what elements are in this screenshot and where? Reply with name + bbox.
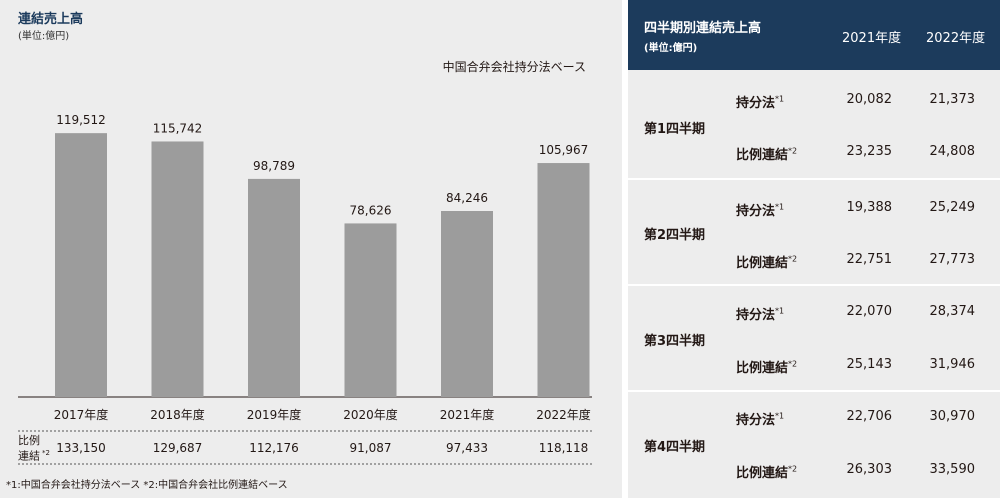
proportional-row-label: 比例 連結 *2 [18, 434, 50, 463]
value-2022: 25,249 [929, 200, 976, 215]
value-2022: 28,374 [929, 304, 976, 319]
method-label: 持分法*1 [736, 200, 784, 219]
value-2021: 22,706 [846, 409, 893, 424]
method-label: 比例連結*2 [736, 357, 797, 376]
method-label: 持分法*1 [736, 92, 784, 111]
bar-value-label: 84,246 [446, 191, 488, 205]
method-label-text: 持分法 [736, 413, 776, 428]
quarter-block-1: 第1四半期 持分法*1 20,082 21,373 比例連結*2 23,235 … [628, 72, 1000, 177]
method-sup: *1 [775, 202, 785, 212]
quarter-label: 第1四半期 [644, 122, 706, 137]
method-label: 比例連結*2 [736, 252, 797, 271]
value-2021: 19,388 [846, 200, 893, 215]
quarter-block-3: 第3四半期 持分法*1 22,070 28,374 比例連結*2 25,143 … [628, 286, 1000, 389]
proportional-value: 129,687 [153, 441, 203, 455]
chart-panel: 連結売上高 (単位:億円) 中国合弁会社持分法ベース 119,512 115,74… [0, 0, 622, 498]
quarter-label: 第4四半期 [644, 440, 706, 455]
chart-unit: (単位:億円) [18, 31, 70, 42]
method-label: 持分法*1 [736, 304, 784, 323]
quarter-label: 第2四半期 [644, 228, 706, 243]
bar [441, 211, 493, 397]
method-sup: *2 [788, 146, 798, 156]
value-2022: 30,970 [929, 409, 976, 424]
value-2021: 20,082 [846, 92, 893, 107]
value-2021: 22,070 [846, 304, 893, 319]
quarter-block-2: 第2四半期 持分法*1 19,388 25,249 比例連結*2 22,751 … [628, 180, 1000, 283]
row-separator [628, 284, 1000, 286]
x-tick-label: 2017年度 [54, 407, 109, 422]
bar-value-label: 115,742 [153, 121, 203, 135]
method-label: 持分法*1 [736, 409, 784, 428]
bar-value-label: 119,512 [56, 113, 106, 127]
method-label-text: 比例連結 [736, 256, 789, 271]
quarterly-table: 四半期別連結売上高 (単位:億円) 2021年度 2022年度 第1四半期 持分… [628, 0, 1000, 498]
method-label-text: 比例連結 [736, 148, 789, 163]
proportional-value: 97,433 [446, 441, 488, 455]
row-separator [628, 390, 1000, 392]
x-tick-label: 2022年度 [536, 407, 591, 422]
x-tick-label: 2018年度 [150, 407, 205, 422]
method-label-text: 持分法 [736, 308, 776, 323]
x-tick-label: 2020年度 [343, 407, 398, 422]
method-label: 比例連結*2 [736, 462, 797, 481]
bar-value-label: 78,626 [350, 203, 392, 217]
proportional-value: 133,150 [56, 441, 106, 455]
value-2022: 27,773 [929, 252, 976, 267]
method-label-text: 持分法 [736, 204, 776, 219]
bar [344, 223, 397, 397]
proportional-value: 112,176 [249, 441, 299, 455]
bar [537, 163, 590, 397]
method-sup: *2 [788, 254, 798, 264]
method-label-text: 比例連結 [736, 361, 789, 376]
proportional-label-line1: 比例 [18, 434, 40, 447]
proportional-value: 91,087 [350, 441, 392, 455]
value-2022: 33,590 [929, 462, 976, 477]
row-separator [628, 178, 1000, 180]
x-tick-label: 2021年度 [440, 407, 495, 422]
chart-title: 連結売上高 [18, 12, 84, 27]
method-sup: *1 [775, 94, 785, 104]
table-unit: (単位:億円) [644, 43, 698, 54]
value-2022: 21,373 [929, 92, 976, 107]
proportional-label-line2: 連結 *2 [18, 447, 50, 463]
bar [151, 141, 204, 397]
table-header: 四半期別連結売上高 (単位:億円) 2021年度 2022年度 [628, 0, 1000, 70]
value-2021: 26,303 [846, 462, 893, 477]
bar [248, 178, 300, 397]
value-2021: 22,751 [846, 252, 893, 267]
footnote: *1:中国合弁会社持分法ベース *2:中国合弁会社比例連結ベース [6, 480, 288, 491]
method-sup: *2 [788, 464, 798, 474]
table-title: 四半期別連結売上高 [644, 21, 762, 36]
method-label-text: 持分法 [736, 96, 776, 111]
proportional-label-sup: *2 [42, 449, 50, 457]
year-header-2021: 2021年度 [842, 31, 902, 46]
value-2022: 31,946 [929, 357, 976, 372]
quarter-label: 第3四半期 [644, 334, 706, 349]
method-sup: *1 [775, 411, 785, 421]
value-2021: 23,235 [846, 144, 893, 159]
x-tick-label: 2019年度 [247, 407, 302, 422]
proportional-label-line2-text: 連結 [18, 449, 40, 463]
value-2022: 24,808 [929, 144, 976, 159]
year-header-2022: 2022年度 [926, 31, 986, 46]
quarter-block-4: 第4四半期 持分法*1 22,706 30,970 比例連結*2 26,303 … [628, 392, 1000, 498]
method-sup: *2 [788, 359, 798, 369]
bar [55, 133, 107, 397]
method-label-text: 比例連結 [736, 466, 789, 481]
chart-basis-note: 中国合弁会社持分法ベース [442, 60, 586, 74]
value-2021: 25,143 [846, 357, 893, 372]
bar-value-label: 105,967 [539, 143, 589, 157]
bar-value-label: 98,789 [253, 159, 295, 173]
method-label: 比例連結*2 [736, 144, 797, 163]
method-sup: *1 [775, 306, 785, 316]
bar-chart: 119,512115,74298,78978,62684,246105,967 … [18, 113, 592, 465]
proportional-value: 118,118 [539, 441, 589, 455]
